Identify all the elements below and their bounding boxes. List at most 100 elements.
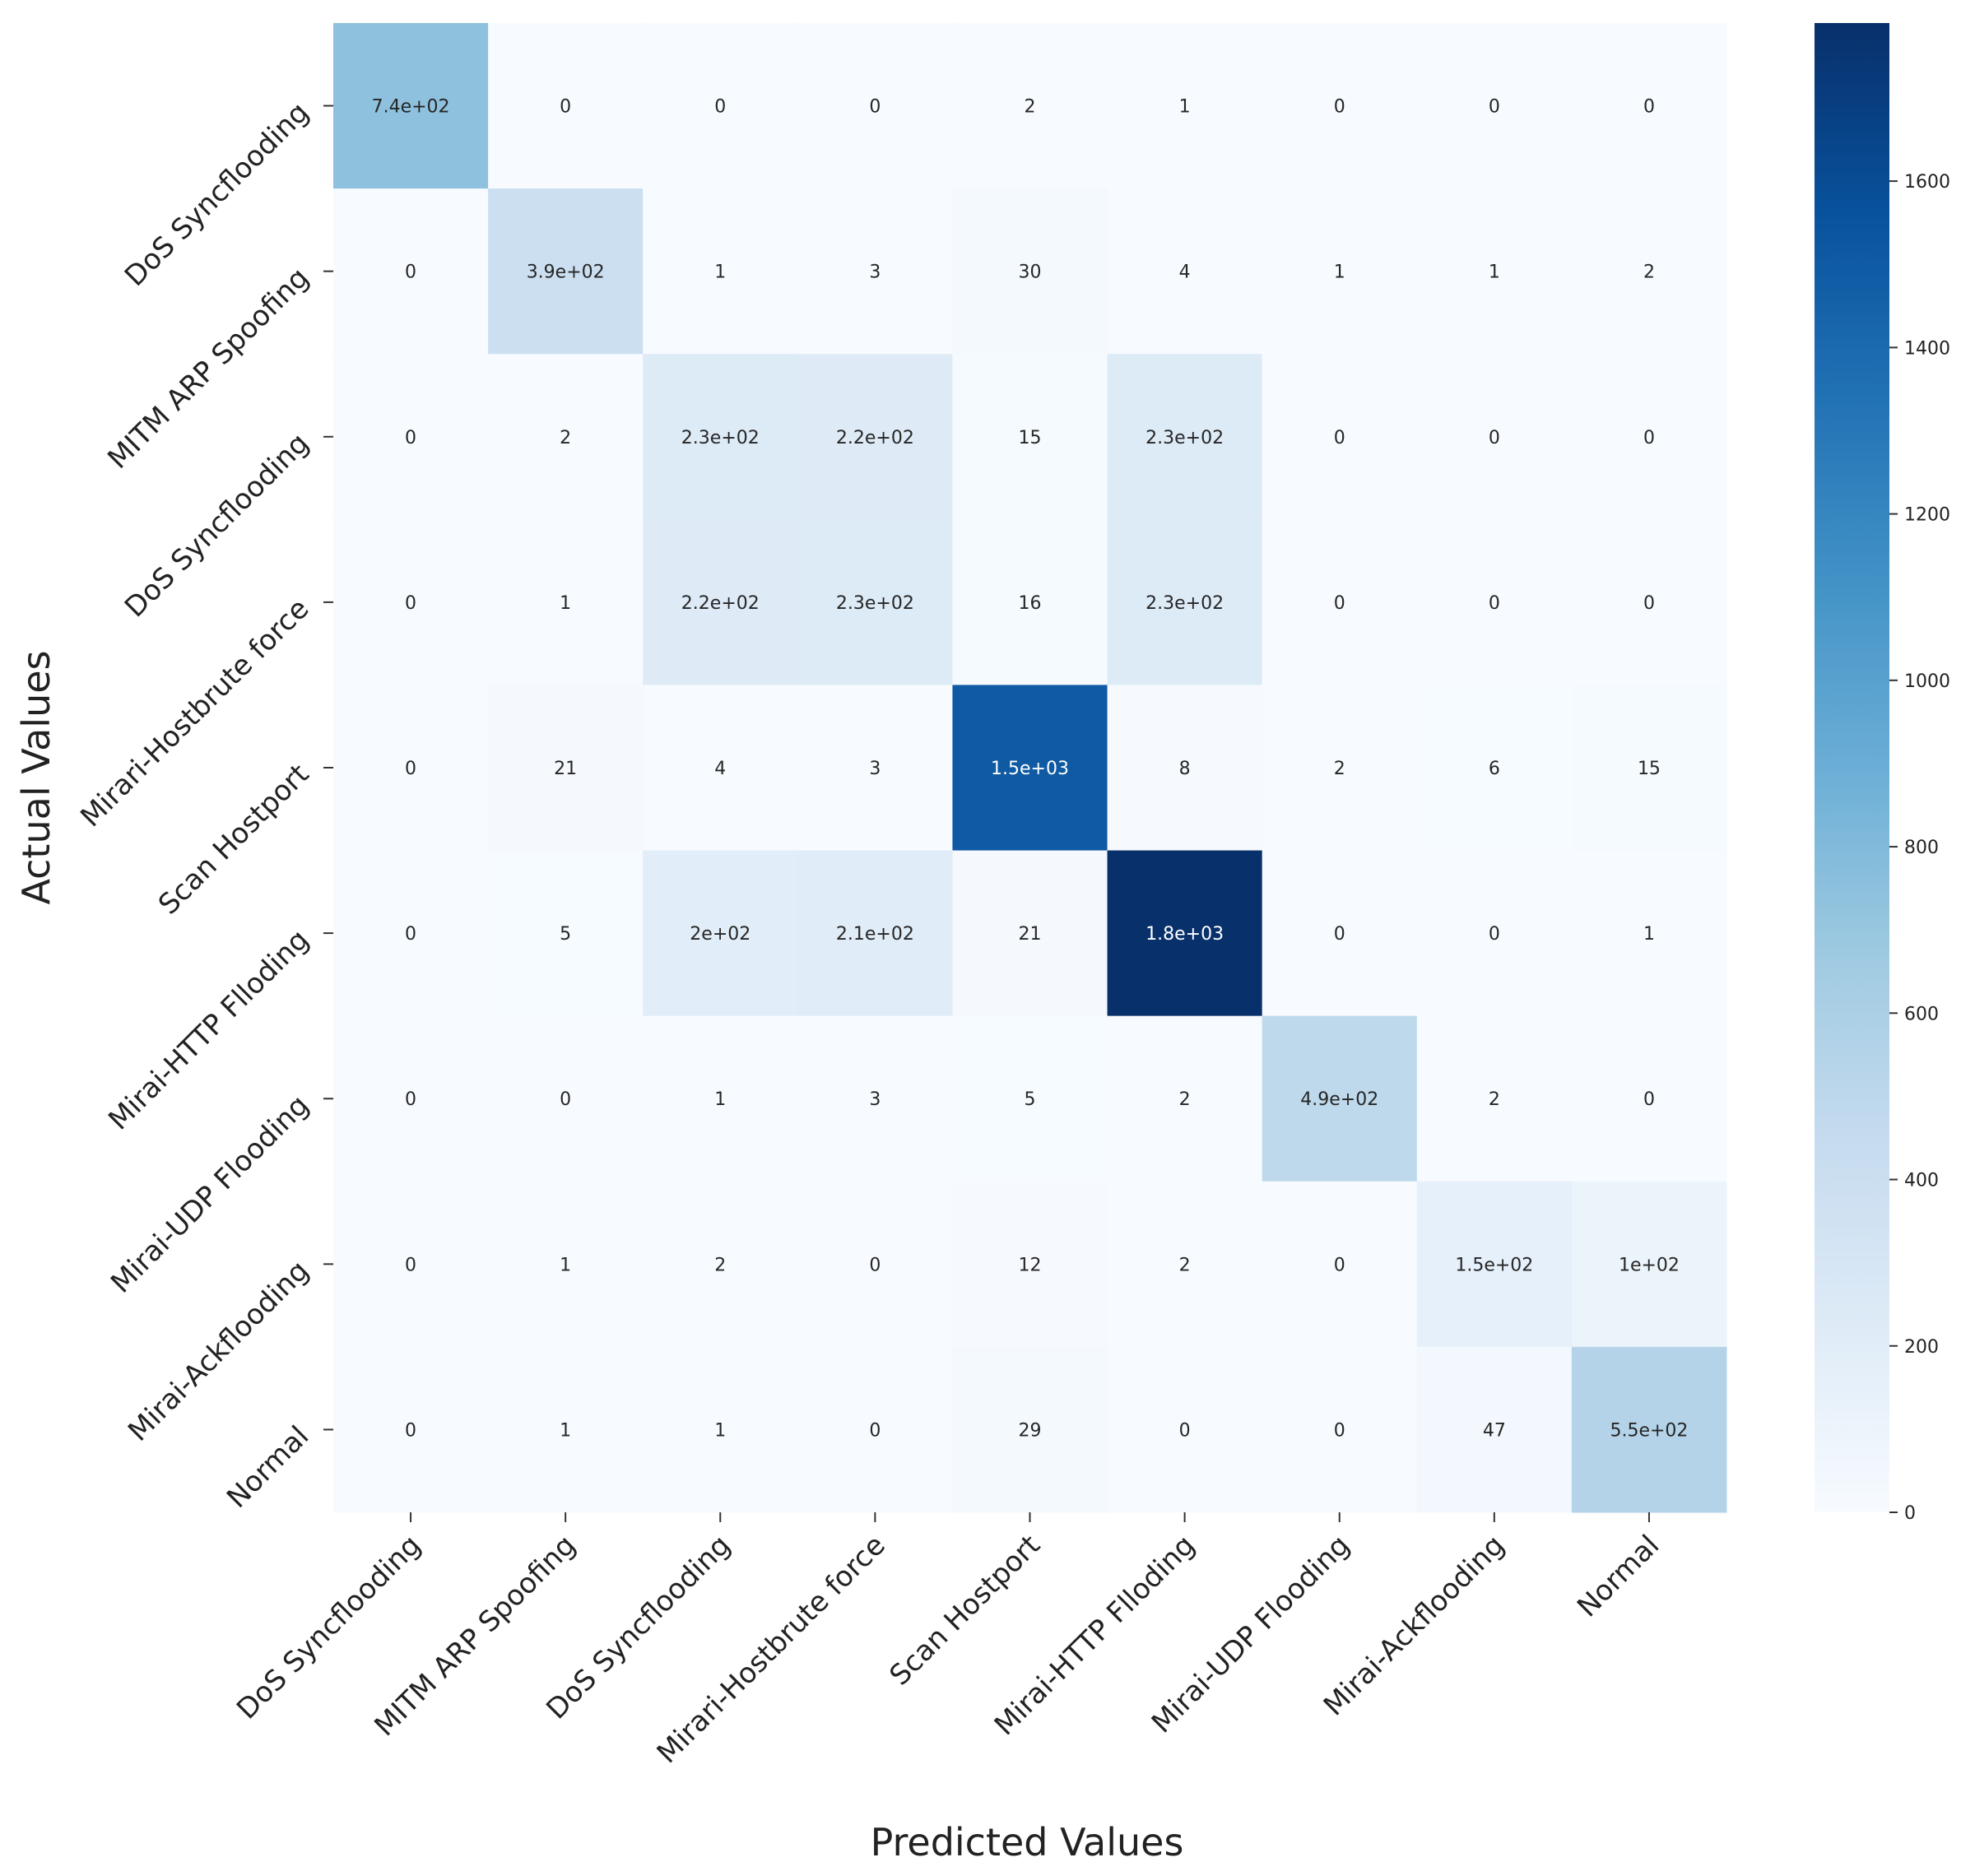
y-tick-label-2: DoS Syncflooding — [118, 427, 315, 624]
cell-value-label-r8-c5: 0 — [1179, 1420, 1191, 1441]
heatmap-cell-r5-c2 — [643, 850, 798, 1017]
heatmap-cell-r7-c2 — [643, 1181, 798, 1348]
cell-value-label-r0-c0: 7.4e+02 — [372, 97, 450, 118]
cell-value-label-r5-c7: 0 — [1489, 924, 1500, 945]
cell-value-label-r7-c4: 12 — [1019, 1255, 1042, 1275]
cell-value-label-r4-c3: 3 — [869, 759, 881, 779]
heatmap-cell-r7-c5 — [1107, 1181, 1263, 1348]
y-tick-label-7: Mirai-Ackflooding — [122, 1254, 315, 1447]
heatmap-cell-r2-c2 — [643, 354, 798, 520]
cell-value-label-r2-c0: 0 — [405, 428, 416, 448]
heatmap-cell-r5-c0 — [333, 850, 489, 1017]
heatmap-cells — [333, 23, 1727, 1513]
cell-value-label-r8-c8: 5.5e+02 — [1610, 1420, 1688, 1441]
heatmap-cell-r0-c7 — [1416, 23, 1573, 189]
heatmap-cell-r6-c3 — [797, 1015, 953, 1182]
y-tick-label-0: DoS Syncflooding — [118, 96, 315, 293]
x-tick-label-8: Normal — [1571, 1529, 1666, 1623]
cell-value-label-r0-c7: 0 — [1489, 97, 1500, 118]
cell-value-label-r2-c4: 15 — [1019, 428, 1042, 448]
cell-value-label-r7-c0: 0 — [405, 1255, 416, 1275]
heatmap-cell-r0-c4 — [952, 23, 1108, 189]
cell-value-label-r6-c0: 0 — [405, 1089, 416, 1110]
heatmap-cell-r1-c4 — [952, 188, 1108, 355]
cell-value-label-r8-c2: 1 — [714, 1420, 726, 1441]
heatmap-cell-r4-c7 — [1416, 685, 1573, 852]
heatmap-cell-r6-c1 — [488, 1015, 644, 1182]
heatmap-cell-r2-c4 — [952, 354, 1108, 520]
heatmap-cell-r8-c6 — [1262, 1346, 1418, 1513]
heatmap-cell-r4-c3 — [797, 685, 953, 852]
heatmap-cell-r0-c5 — [1107, 23, 1263, 189]
cell-value-label-r5-c1: 5 — [560, 924, 571, 945]
cell-value-label-r3-c4: 16 — [1019, 593, 1042, 614]
cell-value-label-r2-c1: 2 — [560, 428, 571, 448]
cell-value-label-r2-c3: 2.2e+02 — [836, 428, 914, 448]
cell-value-label-r5-c2: 2e+02 — [690, 924, 750, 945]
heatmap-cell-r6-c4 — [952, 1015, 1108, 1182]
heatmap-cell-r3-c2 — [643, 519, 798, 685]
cell-value-label-r1-c4: 30 — [1019, 262, 1042, 283]
heatmap-cell-r6-c5 — [1107, 1015, 1263, 1182]
cell-value-label-r1-c1: 3.9e+02 — [527, 262, 605, 283]
heatmap-cell-r3-c4 — [952, 519, 1108, 685]
heatmap-cell-r0-c1 — [488, 23, 644, 189]
heatmap-cell-r6-c0 — [333, 1015, 489, 1182]
cell-value-label-r5-c4: 21 — [1019, 924, 1042, 945]
cell-value-label-r1-c7: 1 — [1489, 262, 1500, 283]
heatmap-cell-r4-c0 — [333, 685, 489, 852]
heatmap-cell-r7-c6 — [1262, 1181, 1418, 1348]
heatmap-cell-r4-c5 — [1107, 685, 1263, 852]
cell-value-label-r8-c0: 0 — [405, 1420, 416, 1441]
colorbar-ticks: 0 200 400 600 800 1000 1200 1400 1600 — [1889, 172, 1950, 1524]
heatmap-cell-r3-c6 — [1262, 519, 1418, 685]
heatmap-cell-r0-c3 — [797, 23, 953, 189]
cell-value-label-r4-c8: 15 — [1638, 759, 1661, 779]
cell-value-label-r4-c5: 8 — [1179, 759, 1191, 779]
cell-value-label-r3-c7: 0 — [1489, 593, 1500, 614]
cell-value-label-r3-c3: 2.3e+02 — [836, 593, 914, 614]
cell-value-label-r2-c7: 0 — [1489, 428, 1500, 448]
cell-value-label-r2-c8: 0 — [1643, 428, 1655, 448]
heatmap-cell-r6-c2 — [643, 1015, 798, 1182]
cell-value-label-r8-c4: 29 — [1019, 1420, 1042, 1441]
heatmap-cell-r2-c0 — [333, 354, 489, 520]
colorbar-tick-label-4: 800 — [1904, 838, 1939, 858]
colorbar-tick-label-2: 400 — [1904, 1171, 1939, 1191]
cell-value-label-r5-c0: 0 — [405, 924, 416, 945]
cell-value-label-r7-c7: 1.5e+02 — [1455, 1255, 1533, 1275]
cell-value-label-r4-c1: 21 — [554, 759, 577, 779]
colorbar-tick-label-1: 200 — [1904, 1337, 1939, 1358]
cell-value-label-r8-c6: 0 — [1334, 1420, 1345, 1441]
heatmap-cell-r7-c0 — [333, 1181, 489, 1348]
heatmap-cell-r2-c8 — [1571, 354, 1727, 520]
cell-value-label-r0-c2: 0 — [714, 97, 726, 118]
cell-value-label-r1-c8: 2 — [1643, 262, 1655, 283]
cell-value-label-r3-c6: 0 — [1334, 593, 1345, 614]
heatmap-cell-r4-c6 — [1262, 685, 1418, 852]
cell-value-label-r6-c7: 2 — [1489, 1089, 1500, 1110]
cell-value-label-r2-c5: 2.3e+02 — [1145, 428, 1224, 448]
heatmap-cell-r7-c7 — [1416, 1181, 1573, 1348]
cell-value-label-r4-c2: 4 — [714, 759, 726, 779]
heatmap-cell-r4-c2 — [643, 685, 798, 852]
colorbar: 0 200 400 600 800 1000 1200 1400 1600 — [1815, 23, 1950, 1524]
heatmap-cell-r2-c6 — [1262, 354, 1418, 520]
heatmap-cell-r5-c8 — [1571, 850, 1727, 1017]
cell-value-label-r6-c8: 0 — [1643, 1089, 1655, 1110]
cell-value-label-r5-c8: 1 — [1643, 924, 1655, 945]
colorbar-tick-label-0: 0 — [1904, 1503, 1916, 1524]
heatmap-cell-r8-c7 — [1416, 1346, 1573, 1513]
heatmap-cell-r2-c1 — [488, 354, 644, 520]
heatmap-cell-r4-c4 — [952, 685, 1108, 852]
cell-value-label-r3-c8: 0 — [1643, 593, 1655, 614]
heatmap-cell-r3-c3 — [797, 519, 953, 685]
heatmap-cell-r6-c6 — [1262, 1015, 1418, 1182]
heatmap-cell-r5-c3 — [797, 850, 953, 1017]
cell-value-label-r3-c1: 1 — [560, 593, 571, 614]
cell-value-label-r6-c5: 2 — [1179, 1089, 1191, 1110]
heatmap-cell-r1-c8 — [1571, 188, 1727, 355]
cell-value-label-r0-c4: 2 — [1025, 97, 1036, 118]
